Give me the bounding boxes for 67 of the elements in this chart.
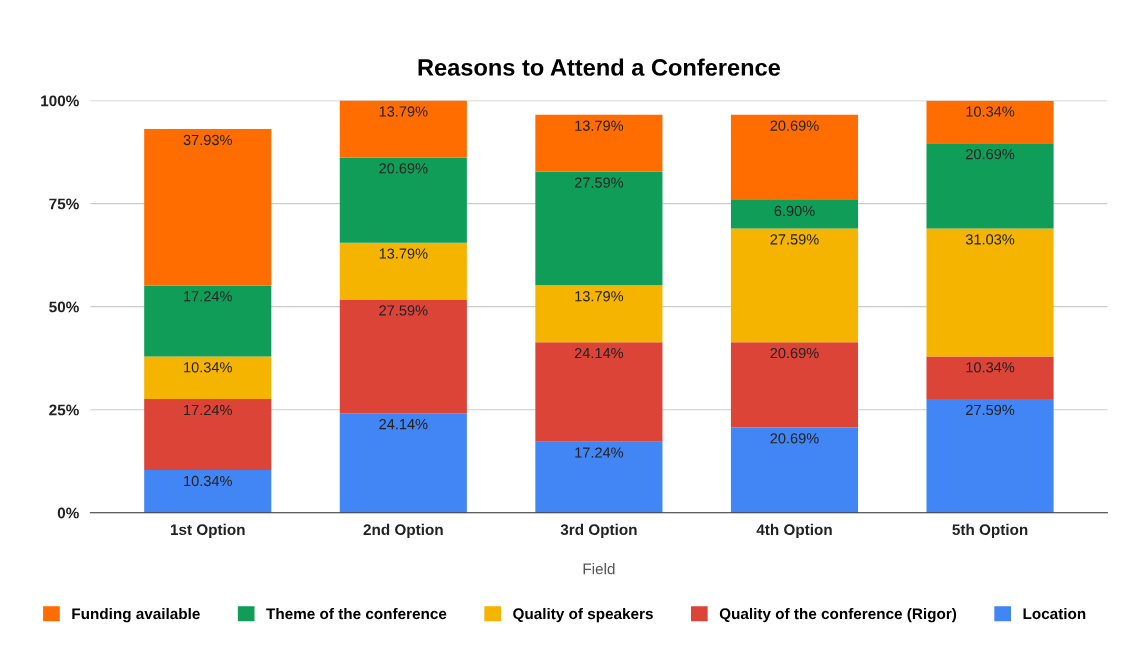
bar — [339, 413, 467, 513]
data-label: 20.69% — [770, 120, 819, 131]
data-label: 17.24% — [184, 291, 232, 302]
data-label: 10.34% — [184, 362, 232, 373]
data-label: 27.59% — [379, 305, 428, 316]
y-tick-label: 0% — [57, 507, 79, 519]
bar — [339, 299, 467, 414]
data-label: 20.69% — [966, 148, 1015, 160]
bar — [144, 356, 272, 400]
data-label: 20.69% — [379, 163, 428, 174]
y-tick-label: 50% — [49, 301, 79, 313]
chart-title: Reasons to Attend a Conference — [418, 58, 781, 76]
data-label: 37.93% — [183, 134, 232, 146]
bar — [144, 285, 272, 357]
bar — [535, 441, 663, 513]
data-label: 27.59% — [770, 234, 819, 245]
data-label: 20.69% — [770, 347, 819, 359]
x-tick-label: 4th Option — [756, 523, 832, 539]
bar — [730, 228, 859, 343]
bar — [730, 427, 859, 513]
bar — [144, 470, 272, 513]
data-label: 17.24% — [184, 404, 232, 416]
data-label: 31.03% — [965, 234, 1015, 245]
bar — [730, 200, 859, 229]
data-label: 13.79% — [379, 106, 428, 117]
bar — [926, 228, 1054, 357]
y-tick-label: 100% — [41, 95, 79, 107]
bar — [730, 114, 859, 201]
data-label: 13.79% — [575, 120, 624, 131]
data-label: 24.14% — [379, 418, 428, 430]
bar — [339, 157, 467, 243]
x-axis-title: Field — [583, 563, 615, 575]
x-tick-label: 1st Option — [170, 523, 245, 539]
data-label: 10.34% — [184, 475, 232, 487]
bar — [144, 129, 272, 286]
x-tick-label: 2nd Option — [363, 523, 443, 539]
bar — [339, 100, 467, 158]
y-tick-label: 75% — [49, 198, 79, 210]
bar — [926, 100, 1054, 144]
data-label: 27.59% — [966, 404, 1015, 416]
bar — [535, 285, 663, 343]
y-tick-label: 25% — [49, 404, 79, 416]
data-label: 10.34% — [966, 362, 1015, 373]
data-label: 6.90% — [774, 205, 815, 217]
legend-label: Funding available — [72, 607, 200, 623]
legend-label: Theme of the conference — [266, 607, 447, 620]
bar — [730, 342, 859, 428]
bar — [144, 399, 272, 471]
bar — [339, 242, 467, 300]
bar — [535, 114, 663, 172]
legend-label: Quality of speakers — [513, 607, 653, 623]
bar — [926, 399, 1054, 513]
data-label: 27.59% — [574, 177, 624, 188]
data-label: 17.24% — [575, 447, 624, 458]
legend-label: Location — [1023, 607, 1086, 620]
data-label: 20.69% — [770, 433, 819, 444]
bar — [926, 356, 1054, 400]
legend-label: Quality of the conference (Rigor) — [719, 607, 957, 623]
data-label: 10.34% — [966, 106, 1015, 117]
data-label: 24.14% — [574, 347, 624, 359]
data-label: 13.79% — [575, 291, 624, 302]
x-tick-label: 5th Option — [952, 523, 1028, 539]
bar — [926, 143, 1054, 229]
bar — [535, 171, 663, 286]
x-tick-label: 3rd Option — [560, 523, 637, 539]
data-label: 13.79% — [379, 248, 428, 259]
bar — [535, 342, 663, 442]
